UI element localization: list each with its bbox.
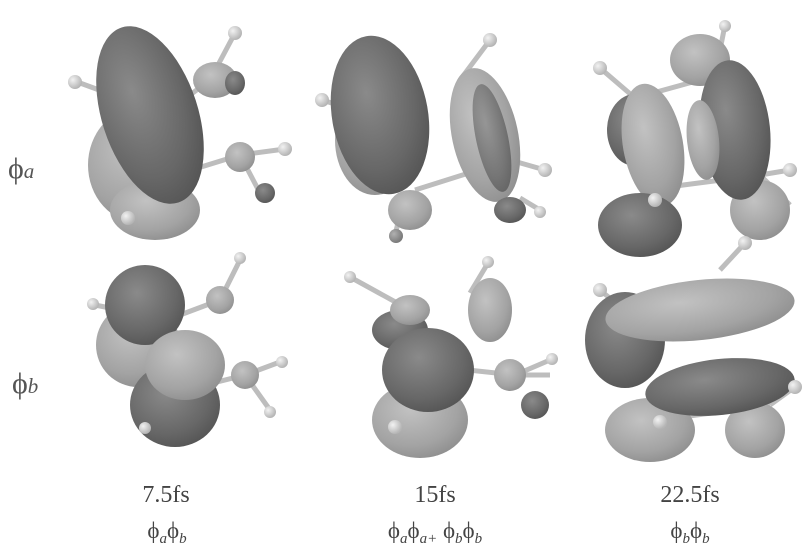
time-caption-15fs: 15fs [414,482,456,508]
orbital-phi-b-7.5fs [80,250,300,450]
orbital-phi-b-22.5fs [580,235,805,465]
formula-7.5fs: ϕaϕb [147,518,187,547]
time-caption-7.5fs: 7.5fs [142,482,190,508]
time-caption-22.5fs: 22.5fs [660,482,720,508]
orbital-phi-a-22.5fs [575,20,805,260]
formula-22.5fs: ϕbϕb [670,518,710,547]
orbital-phi-a-15fs [300,20,560,250]
row-label-phi-a: ϕa [8,152,35,185]
formula-15fs: ϕaϕa+ ϕbϕb [387,518,483,547]
orbital-phi-a-7.5fs [60,15,300,245]
row-label-phi-b: ϕb [12,367,39,400]
orbital-phi-b-15fs [340,255,570,465]
